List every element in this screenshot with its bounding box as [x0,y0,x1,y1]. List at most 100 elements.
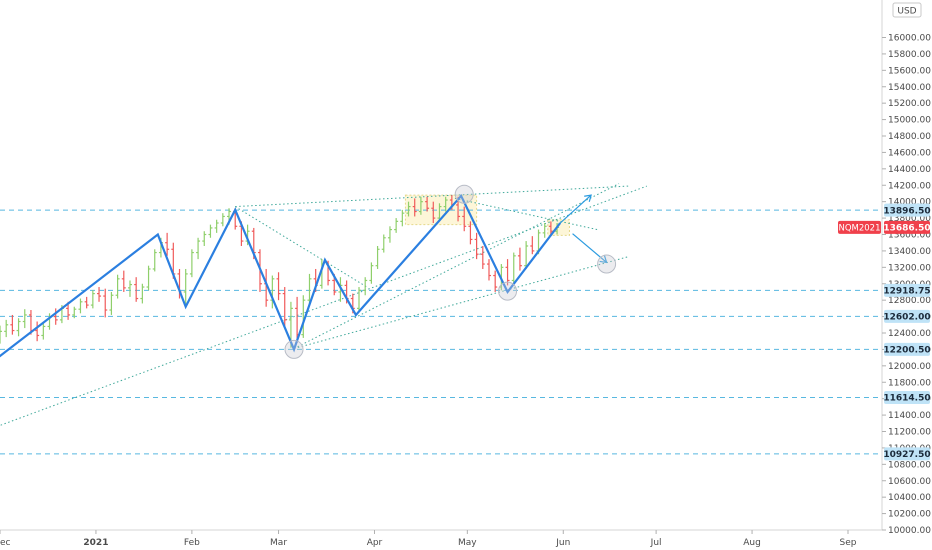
pivot-circle [454,184,474,204]
trendline [235,185,629,208]
ohlc-bar [357,287,362,312]
level-badge-box [884,203,930,217]
trendline [234,206,369,289]
price-tick-label: 15800.00 [888,50,931,60]
level-badge: 12602.00 [883,309,931,323]
ohlc-bar [35,321,40,342]
price-tick-label: 11400.00 [888,411,931,421]
time-tick-label: Apr [367,538,383,548]
price-tick-label: 14600.00 [888,148,931,158]
ohlc-bar [4,319,9,338]
price-tick-label: 13800.00 [888,214,931,224]
currency-badge-box [892,2,922,18]
ohlc-bar [134,277,139,302]
level-badge: 12200.50 [883,342,931,356]
price-tick-label: 14800.00 [888,132,931,142]
trendline [0,185,648,426]
ohlc-bar [443,196,448,212]
price-tick-label: 12000.00 [888,362,931,372]
level-badge-box [884,309,930,323]
time-tick-label: Jun [555,538,570,548]
pivot-circle [498,281,518,301]
ohlc-bar [146,265,151,291]
ohlc-bar [165,232,170,256]
ohlc-bar [109,291,114,315]
level-badge-label: 11614.50 [883,394,930,404]
trendline [293,256,629,350]
symbol-badge: NQM2021 [838,220,881,234]
level-badge-label: 12602.00 [883,313,930,323]
last-price-label: 13686.50 [883,224,930,234]
price-tick-label: 15400.00 [888,83,931,93]
price-tick-label: 13200.00 [888,263,931,273]
price-tick-label: 13400.00 [888,247,931,257]
price-tick-label: 14000.00 [888,198,931,208]
ohlc-bar [517,247,522,271]
time-tick-label: May [458,538,477,548]
symbol-badge-box [838,220,881,234]
ohlc-bar [474,232,479,260]
time-tick-label: Mar [270,538,287,548]
time-tick-label: Aug [743,538,761,548]
time-axis[interactable]: ec 2021 Feb Mar Apr May Jun Jul Aug Sep [0,529,882,548]
ohlc-bar [78,298,83,314]
price-tick-label: 14200.00 [888,181,931,191]
ohlc-bar [524,241,529,269]
ohlc-bar [406,201,411,217]
currency-label: USD [897,7,916,17]
price-tick-label: 12800.00 [888,296,931,306]
last-price-box [884,220,930,234]
trendlines [0,183,648,426]
pivot-circle [284,339,304,359]
ohlc-bar [183,268,188,306]
level-badge-label: 10927.50 [883,450,930,460]
ohlc-bar [72,306,77,319]
ohlc-bar [394,218,399,233]
price-tick-label: 15600.00 [888,66,931,76]
price-tick-label: 15000.00 [888,116,931,126]
ohlc-bar [530,236,535,255]
price-tick-label: 12400.00 [888,329,931,339]
price-tick-label: 16000.00 [888,34,931,44]
ohlc-bar [468,221,473,245]
currency-badge[interactable]: USD [892,2,922,18]
ohlc-bar [270,275,275,309]
price-tick-label: 14400.00 [888,165,931,175]
price-tick-label: 11800.00 [888,378,931,388]
projection-arrow [559,194,592,224]
ohlc-bar [152,249,157,272]
ohlc-bar [208,224,213,238]
ohlc-bar [189,249,194,278]
ohlc-bar [375,245,380,269]
ohlc-bar [369,262,374,284]
ohlc-bar [400,209,405,227]
ohlc-bar [462,206,467,232]
ohlc-bar [486,259,491,281]
ohlc-bar [103,288,108,318]
arrow-head [599,255,608,264]
level-badge-box [884,447,930,461]
ohlc-bar [511,252,516,284]
ohlc-bar [301,295,306,338]
price-tick-label: 11200.00 [888,428,931,438]
time-tick-label: ec [0,538,11,548]
ohlc-bar [214,219,219,233]
ohlc-bar [437,203,442,222]
price-tick-label: 13600.00 [888,231,931,241]
price-tick-label: 10600.00 [888,477,931,487]
ohlc-bar [282,287,287,327]
price-axis[interactable]: 10000.00 10200.00 10400.00 10600.00 10800.00… [881,0,931,536]
horizontal-levels [0,209,882,455]
ohlc-bar [53,308,58,325]
ohlc-bar [41,323,46,340]
ohlc-bar [196,237,201,260]
zigzag-line [0,193,562,358]
last-price-badge: 13686.50 [883,220,931,234]
ohlc-bar [84,296,89,309]
pivot-circles [284,184,617,359]
level-badges: 13896.50 12918.75 12602.00 12200.50 11614.50… [838,203,931,461]
pivot-circle [597,254,617,274]
ohlc-bar [97,287,102,302]
level-badge: 12918.75 [883,283,931,297]
